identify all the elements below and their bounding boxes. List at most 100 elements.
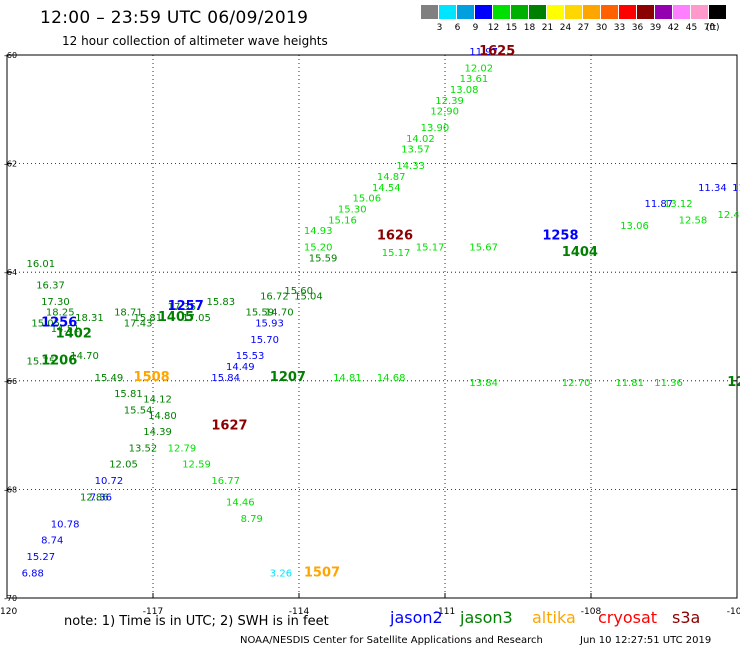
swh-value-label: 17.05 [182,313,211,324]
swh-value-label: 14.02 [406,134,435,145]
pass-time-label: 1507 [304,565,340,580]
colorbar-swatch [475,5,492,19]
swh-value-label: 15.06 [353,194,382,205]
swh-value-label: 11.36 [654,378,683,389]
swh-value-label: 16.72 [260,291,289,302]
pass-time-label: 1627 [211,419,247,434]
pass-time-label: 1402 [56,326,92,341]
colorbar-swatch [655,5,672,19]
swh-value-label: 11.87 [645,199,674,210]
swh-value-label: 12.02 [464,63,493,74]
legend-item-s3a: s3a [672,608,701,627]
swh-value-label: 11.88 [732,183,740,194]
swh-value-label: 14.81 [333,373,362,384]
map-subtitle: 12 hour collection of altimeter wave hei… [62,34,328,48]
swh-value-label: 14.46 [226,498,255,509]
swh-value-label: 12.86 [80,492,109,503]
swh-value-label: 13.06 [620,221,649,232]
swh-value-label: 10.78 [51,519,80,530]
swh-value-label: 12.39 [435,96,464,107]
legend-item-altika: altika [532,608,576,627]
swh-value-label: 14.68 [377,373,406,384]
colorbar-swatch [673,5,690,19]
swh-value-label: 12.59 [182,460,211,471]
swh-value-label: 15.49 [95,373,124,384]
lon-label: -108 [581,607,602,617]
swh-value-label: 15.81 [134,313,163,324]
colorbar-swatch [691,5,708,19]
credit-text: NOAA/NESDIS Center for Satellite Applica… [240,635,543,646]
colorbar-tick-label: 33 [613,23,626,33]
swh-value-label: 6.88 [22,568,44,579]
colorbar-swatch [529,5,546,19]
colorbar-tick-label: 45 [685,23,698,33]
swh-value-label: 13.90 [421,123,450,134]
colorbar-swatch [619,5,636,19]
swh-value-label: 16.77 [211,476,240,487]
swh-value-label: 13.12 [664,199,693,210]
lon-label: -117 [143,607,163,617]
pass-time-label: 1256 [41,316,77,331]
units-note: note: 1) Time is in UTC; 2) SWH is in fe… [64,614,329,629]
pass-time-label: 1508 [134,370,170,385]
swh-value-label: 14.70 [70,351,99,362]
legend-item-jason2: jason2 [390,608,443,627]
lat-label: -64 [4,268,17,277]
swh-value-label: 15.75 [26,357,55,368]
colorbar-tick-label: 9 [472,23,479,33]
lat-label: -68 [4,485,17,494]
colorbar-unit-label: (ft) [706,23,720,33]
colorbar-swatch [547,5,564,19]
pass-time-label: 1258 [542,229,578,244]
swh-value-label: 14.70 [265,308,294,319]
swh-value-label: 15.16 [328,215,357,226]
pass-time-label: 1626 [377,229,413,244]
lon-label: -120 [0,607,17,617]
swh-value-label: 7.36 [90,492,112,503]
swh-value-label: 15.60 [284,286,313,297]
pass-time-label: 1206 [41,354,77,369]
swh-value-label: 14.51 [51,324,80,335]
colorbar-swatch [601,5,618,19]
colorbar-swatch [583,5,600,19]
swh-value-label: 15.17 [382,248,411,259]
colorbar-tick-label: 15 [505,23,518,33]
swh-value-label: 15.81 [114,389,143,400]
swh-value-label: 15.17 [416,242,445,253]
colorbar-tick-label: 42 [667,23,680,33]
swh-value-label: 14.49 [226,362,255,373]
colorbar-tick-label: 3 [436,23,443,33]
swh-value-label: 12.48 [718,210,740,221]
lon-label: -111 [435,607,455,617]
swh-value-label: 15.83 [207,297,236,308]
swh-value-label: 8.79 [241,514,263,525]
swh-value-label: 15.27 [26,552,55,563]
swh-value-label: 15.54 [124,405,153,416]
swh-value-label: 13.08 [450,85,479,96]
map-frame [6,54,738,599]
swh-value-label: 11.81 [615,378,644,389]
swh-value-label: 13.84 [469,378,498,389]
swh-value-label: 16.01 [26,259,55,270]
swh-value-label: 12.58 [679,215,708,226]
swh-value-label: 13.57 [401,145,430,156]
swh-value-label: 17.30 [41,297,70,308]
swh-value-label: 14.54 [372,183,401,194]
swh-value-label: 15.59 [245,308,274,319]
swh-value-label: 15.20 [304,242,333,253]
swh-value-label: 10.72 [95,476,124,487]
colorbar-tick-label: 21 [541,23,554,33]
swh-value-label: 11.34 [698,183,727,194]
swh-value-label: 16.37 [36,280,65,291]
swh-value-label: 15.53 [236,351,265,362]
swh-value-label: 14.33 [396,161,425,172]
colorbar-tick-label: 12 [487,23,500,33]
legend-item-jason3: jason3 [460,608,513,627]
swh-value-label: 13.61 [460,74,489,85]
colorbar-swatch [511,5,528,19]
swh-value-label: 15.84 [211,373,240,384]
swh-value-label: 15.93 [255,319,284,330]
pass-time-label: 1208 [727,375,740,390]
map-title: 12:00 – 23:59 UTC 06/09/2019 [40,8,309,28]
colorbar-tick-label: 6 [454,23,461,33]
